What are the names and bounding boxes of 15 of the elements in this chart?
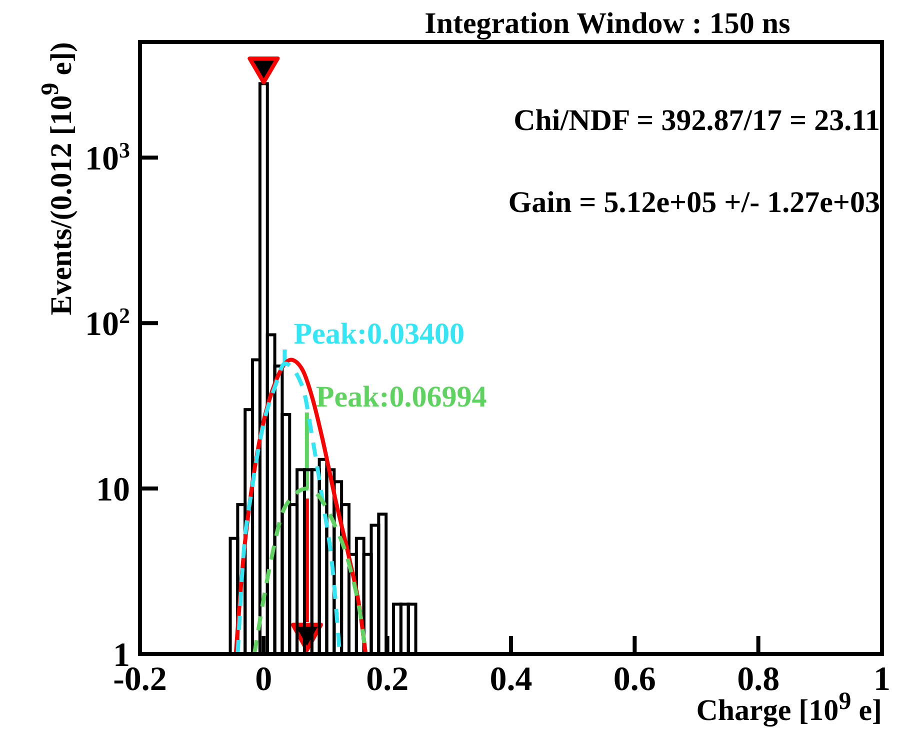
x-tick-label: 0.6 xyxy=(613,661,656,698)
chart-title: Integration Window : 150 ns xyxy=(424,7,790,40)
annotation: Chi/NDF = 392.87/17 = 23.11 xyxy=(514,104,880,137)
x-tick-label: 1 xyxy=(874,661,890,698)
y-tick-label: 10 xyxy=(96,472,130,509)
y-tick-label: 10$^{3}$ xyxy=(84,137,130,178)
annotation: Peak:0.03400 xyxy=(294,317,465,350)
annotation: Peak:0.06994 xyxy=(316,380,487,414)
x-tick-label: 0.8 xyxy=(737,661,780,698)
x-tick-label: 0 xyxy=(255,661,272,698)
annotation: Gain = 5.12e+05 +/- 1.27e+03 xyxy=(508,186,880,219)
x-tick-label: 0.2 xyxy=(366,661,409,698)
line-series xyxy=(252,486,368,654)
x-tick-label: 0.4 xyxy=(490,661,532,698)
y-tick-label: 10$^{2}$ xyxy=(84,302,130,344)
